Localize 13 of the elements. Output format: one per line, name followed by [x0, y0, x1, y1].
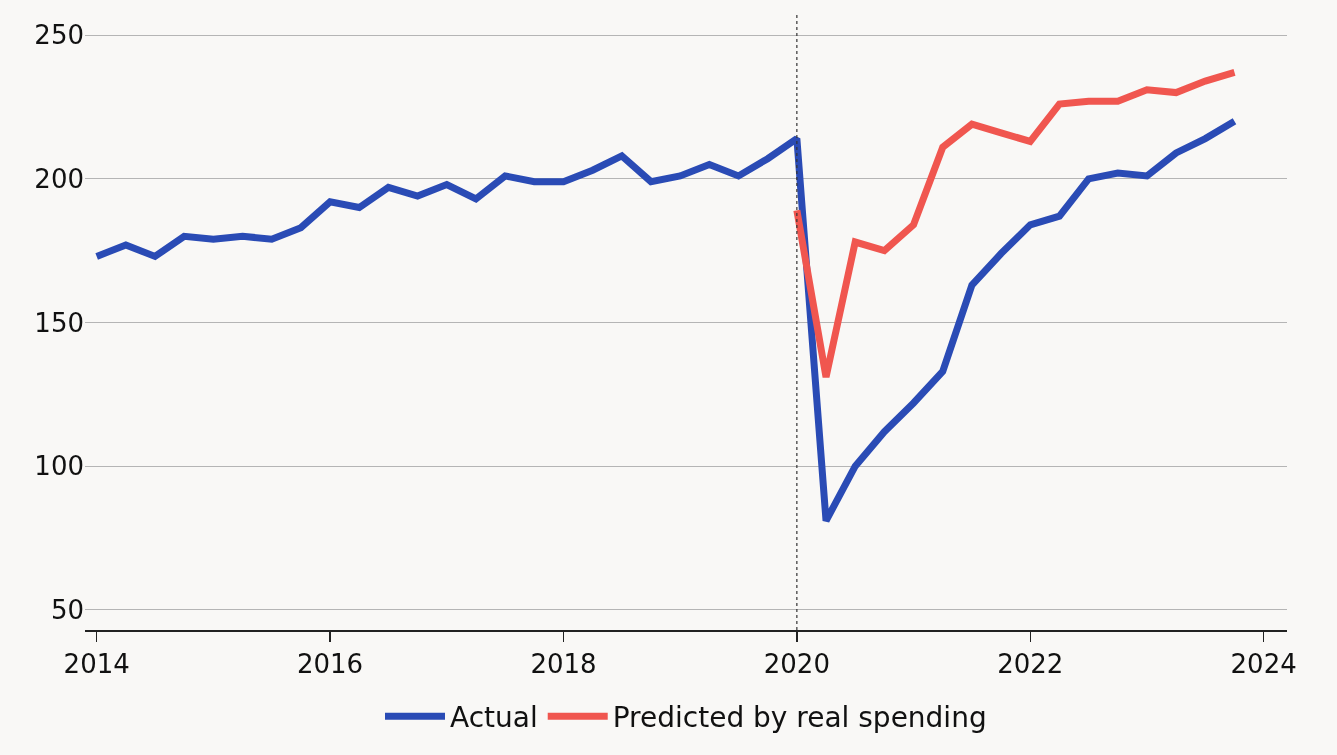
x-tick-label: 2022 — [997, 648, 1064, 679]
y-tick-label: 200 — [34, 163, 84, 194]
y-tick-label: 50 — [50, 594, 84, 625]
x-tick-label: 2018 — [530, 648, 597, 679]
legend-label: Predicted by real spending — [612, 701, 987, 735]
x-tick-label: 2014 — [63, 648, 130, 679]
y-tick-label: 150 — [34, 307, 84, 338]
x-tick-label: 2020 — [763, 648, 830, 679]
x-tick-label: 2024 — [1230, 648, 1297, 679]
legend-label: Actual — [450, 701, 538, 735]
y-tick-label: 100 — [34, 451, 84, 482]
y-tick-label: 250 — [34, 20, 84, 51]
x-tick-label: 2016 — [296, 648, 364, 679]
